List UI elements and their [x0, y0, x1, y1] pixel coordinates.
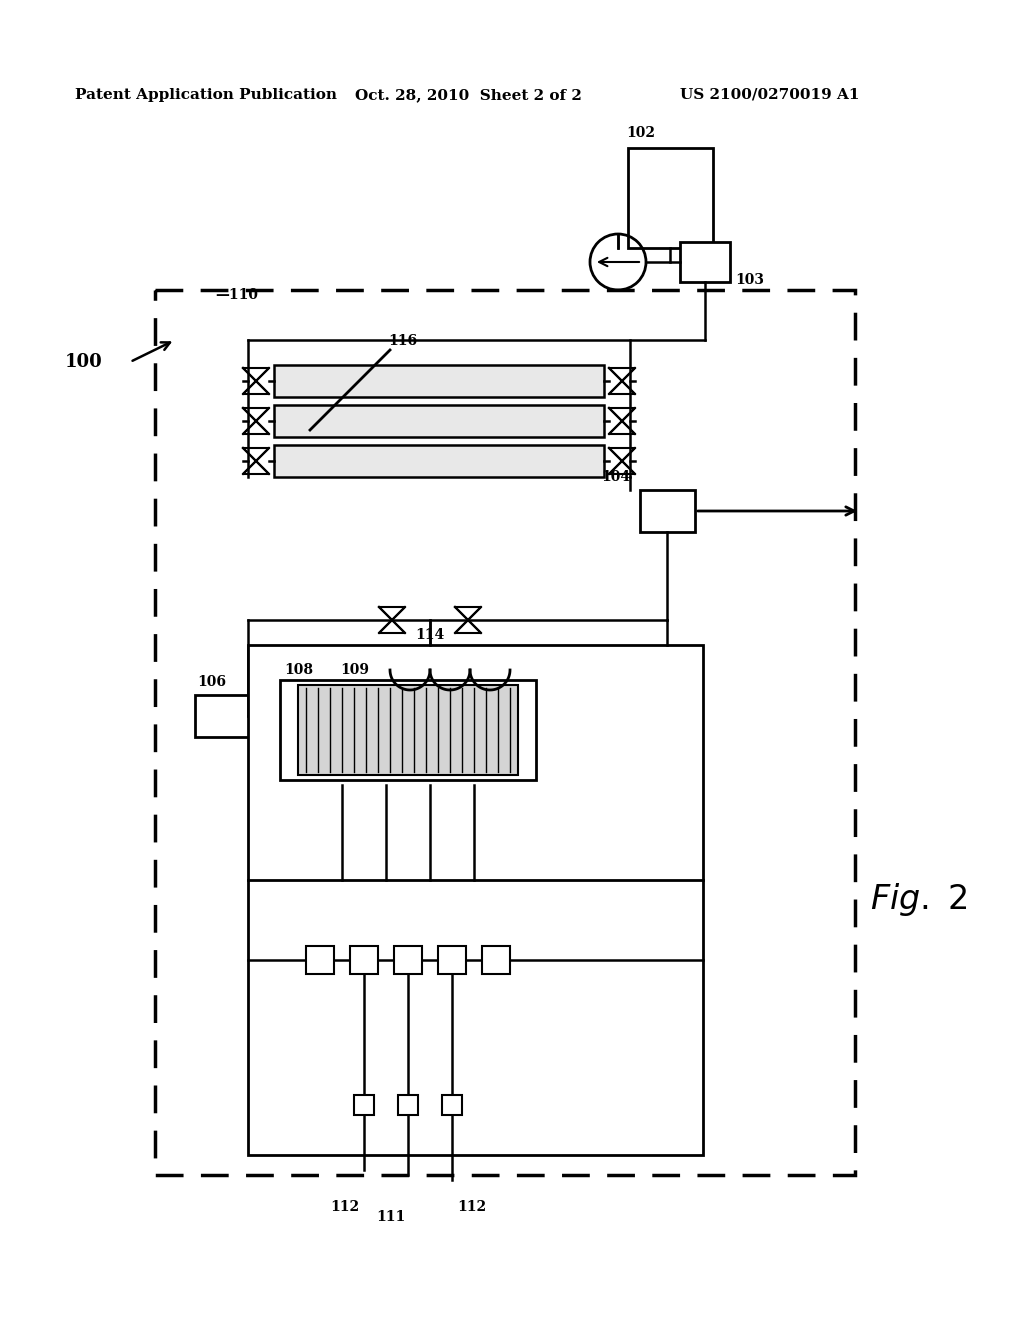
Bar [628, 148, 713, 248]
Bar [155, 290, 855, 1175]
Bar [640, 490, 695, 532]
Text: 112: 112 [330, 1200, 359, 1214]
Text: Oct. 28, 2010  Sheet 2 of 2: Oct. 28, 2010 Sheet 2 of 2 [355, 88, 582, 102]
Bar [482, 946, 510, 974]
Bar [248, 645, 703, 1155]
Bar [394, 946, 422, 974]
Bar [274, 405, 604, 437]
Bar [274, 366, 604, 397]
Bar [398, 1096, 418, 1115]
Text: 109: 109 [340, 663, 369, 677]
Text: —110: —110 [215, 288, 258, 302]
Bar [298, 685, 518, 775]
Bar [680, 242, 730, 282]
Text: 112: 112 [457, 1200, 486, 1214]
Text: 116: 116 [388, 334, 417, 348]
Bar [306, 946, 334, 974]
Text: 103: 103 [735, 273, 764, 286]
Text: 104: 104 [601, 470, 630, 484]
Text: 106: 106 [197, 675, 226, 689]
Text: US 2100/0270019 A1: US 2100/0270019 A1 [680, 88, 859, 102]
Text: Patent Application Publication: Patent Application Publication [75, 88, 337, 102]
Text: 108: 108 [284, 663, 313, 677]
Bar [354, 1096, 374, 1115]
Text: $\mathit{Fig.\ 2}$: $\mathit{Fig.\ 2}$ [870, 882, 968, 919]
Bar [195, 696, 250, 737]
Bar [350, 946, 378, 974]
Bar [442, 1096, 462, 1115]
Bar [438, 946, 466, 974]
Text: 114: 114 [415, 628, 444, 642]
Bar [280, 680, 536, 780]
Bar [274, 445, 604, 477]
Text: 100: 100 [65, 352, 102, 371]
Text: 111: 111 [376, 1210, 406, 1224]
Text: 102: 102 [626, 125, 655, 140]
